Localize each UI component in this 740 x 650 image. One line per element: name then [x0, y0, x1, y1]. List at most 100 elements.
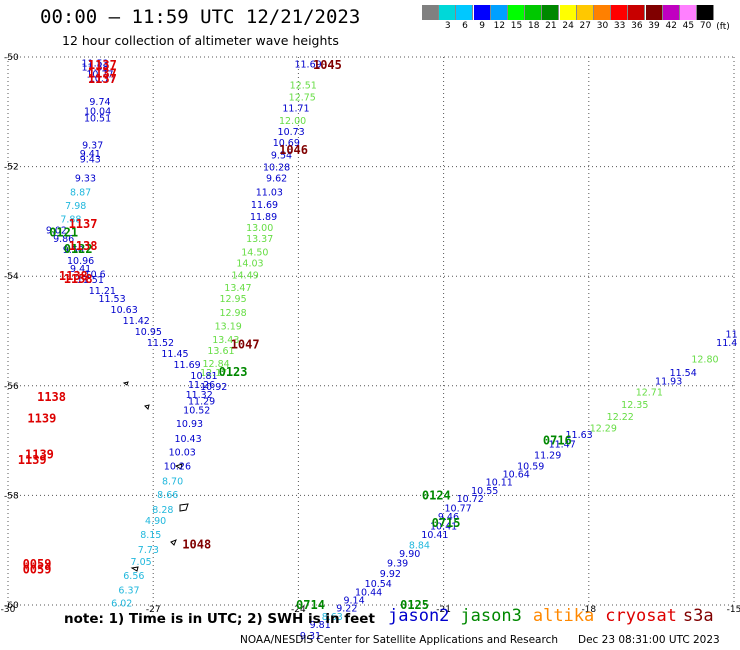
- wave-height-label: 12.00: [279, 116, 306, 127]
- pass-id-label: 0716: [543, 434, 572, 448]
- wave-height-label: 9.46: [438, 512, 459, 523]
- y-tick-label: -54: [4, 272, 19, 282]
- color-swatch: [679, 5, 697, 20]
- wave-height-label: 10.69: [273, 138, 300, 149]
- island-shape: [170, 539, 177, 546]
- color-scale-bin: 24: [559, 5, 577, 32]
- color-swatch: [593, 5, 611, 20]
- chart-subtitle: 12 hour collection of altimeter wave hei…: [62, 33, 339, 48]
- wave-height-label: 8.70: [162, 477, 183, 488]
- color-scale-bin: 21: [542, 5, 560, 32]
- wave-height-label: 10.54: [365, 579, 392, 590]
- wave-height-label: 11.32: [186, 390, 213, 401]
- wave-height-label: 7.88: [60, 215, 81, 226]
- wave-height-label: 10.93: [176, 419, 203, 430]
- wave-height-label: 11.69: [251, 200, 278, 211]
- wave-height-label: 9.31: [300, 631, 321, 642]
- wave-height-label: 10.52: [183, 405, 210, 416]
- color-scale-label: 36: [631, 21, 643, 31]
- wave-height-label: 9.39: [387, 558, 408, 569]
- color-swatch: [576, 5, 594, 20]
- pass-id-label: 1138: [37, 390, 66, 404]
- color-swatch: [542, 5, 560, 20]
- wave-height-label: 12.71: [636, 387, 663, 398]
- color-scale-label: 21: [545, 21, 557, 31]
- pass-id-label: 0059: [23, 557, 52, 571]
- wave-height-label: 10.77: [86, 69, 113, 80]
- wave-height-label: 9.74: [89, 97, 110, 108]
- wave-height-label: 6.37: [118, 586, 139, 597]
- wave-height-label: 12.22: [607, 412, 634, 423]
- chart-title: 00:00 – 11:59 UTC 12/21/2023: [40, 6, 361, 28]
- color-scale-label: 27: [579, 21, 591, 31]
- color-swatch: [473, 5, 491, 20]
- color-swatch: [559, 5, 577, 20]
- wave-height-label: 9.22: [336, 604, 357, 615]
- color-swatch: [628, 5, 646, 20]
- color-scale-label: 6: [462, 21, 468, 31]
- pass-id-label: 1045: [313, 58, 342, 72]
- x-tick-label: -15: [727, 605, 740, 615]
- pass-id-label: 1138: [69, 239, 98, 253]
- wave-height-label: 14.49: [232, 271, 259, 282]
- color-scale-label: 9: [479, 21, 486, 31]
- y-tick-label: -56: [4, 382, 19, 392]
- wave-height-label: 8.15: [140, 530, 161, 541]
- wave-height-label: 8.87: [70, 187, 91, 198]
- wave-height-label: 11.52: [147, 338, 174, 349]
- legend-s3a: s3a: [682, 606, 714, 626]
- wave-height-label: 10.73: [278, 127, 305, 138]
- wave-height-label: 10.55: [471, 486, 498, 497]
- wave-height-label: 11.54: [670, 368, 697, 379]
- pass-id-label: 0124: [422, 488, 451, 502]
- wave-height-label: 9.14: [343, 596, 364, 607]
- color-swatch: [456, 5, 474, 20]
- pass-id-label: 1046: [279, 143, 308, 157]
- color-scale-bin: 30: [593, 5, 611, 32]
- credit-text: NOAA/NESDIS Center for Satellite Applica…: [240, 634, 558, 646]
- color-scale-label: 45: [682, 21, 695, 31]
- color-scale-label: 33: [613, 21, 626, 31]
- wave-height-label: 10.28: [263, 163, 290, 174]
- wave-height-label: 10.92: [200, 382, 227, 393]
- wave-height-label: 10.81: [190, 371, 217, 382]
- pass-id-label: 0715: [432, 516, 461, 530]
- color-swatch: [645, 5, 663, 20]
- data-labels: 11.6912.5112.7511.7112.0010.7310.699.541…: [18, 58, 738, 642]
- pass-id-label: 0122: [64, 242, 93, 256]
- y-tick-label: -60: [4, 601, 19, 611]
- x-tick-label: -27: [146, 605, 161, 615]
- wave-height-label: 9.54: [271, 151, 292, 162]
- color-scale-bin: 6: [456, 5, 474, 32]
- wave-height-label: 10.26: [164, 461, 191, 472]
- wave-height-label: 9.92: [380, 569, 401, 580]
- wave-height-label: 11.4: [716, 338, 737, 349]
- wave-height-label: 11.69: [294, 60, 321, 71]
- pass-id-label: 1048: [182, 538, 211, 552]
- wave-height-label: 9.86: [53, 234, 74, 245]
- color-scale-bin: 45: [679, 5, 697, 32]
- wave-height-label: 10.44: [355, 587, 382, 598]
- wave-height-label: 10.64: [503, 469, 530, 480]
- axes: -30 -27 -24 -21 -18 -15 -60 -58 -56 -54 -52 -50: [1, 53, 740, 615]
- wave-height-label: 8.63: [322, 612, 343, 623]
- wave-height-label: 11.45: [161, 349, 188, 360]
- wave-height-label: 9.41: [70, 264, 91, 275]
- color-scale-bin: 70: [697, 5, 715, 32]
- wave-height-label: 12.51: [290, 80, 317, 91]
- color-scale-label: 30: [596, 21, 609, 31]
- island-shape: [144, 404, 150, 410]
- color-scale-bin: 33: [611, 5, 629, 32]
- wave-height-label: 9.62: [266, 174, 287, 185]
- color-scale-bar: 3 6 9 12 15 18 21 24 27 30 33 36 39 42 45 70 (ft): [422, 5, 730, 32]
- wave-height-label: 8.28: [152, 505, 173, 516]
- units-note: note: 1) Time is in UTC; 2) SWH is in fe…: [64, 611, 375, 627]
- wave-height-label: 11.58: [82, 62, 109, 73]
- wave-height-label: 11: [726, 330, 738, 341]
- wave-height-label: 11.26: [188, 380, 215, 391]
- wave-height-label: 10.96: [67, 256, 94, 267]
- color-swatch: [508, 5, 526, 20]
- pass-id-label: 1137: [88, 66, 117, 80]
- wave-height-label: 11.53: [82, 58, 109, 69]
- wave-height-label: 10.59: [517, 461, 544, 472]
